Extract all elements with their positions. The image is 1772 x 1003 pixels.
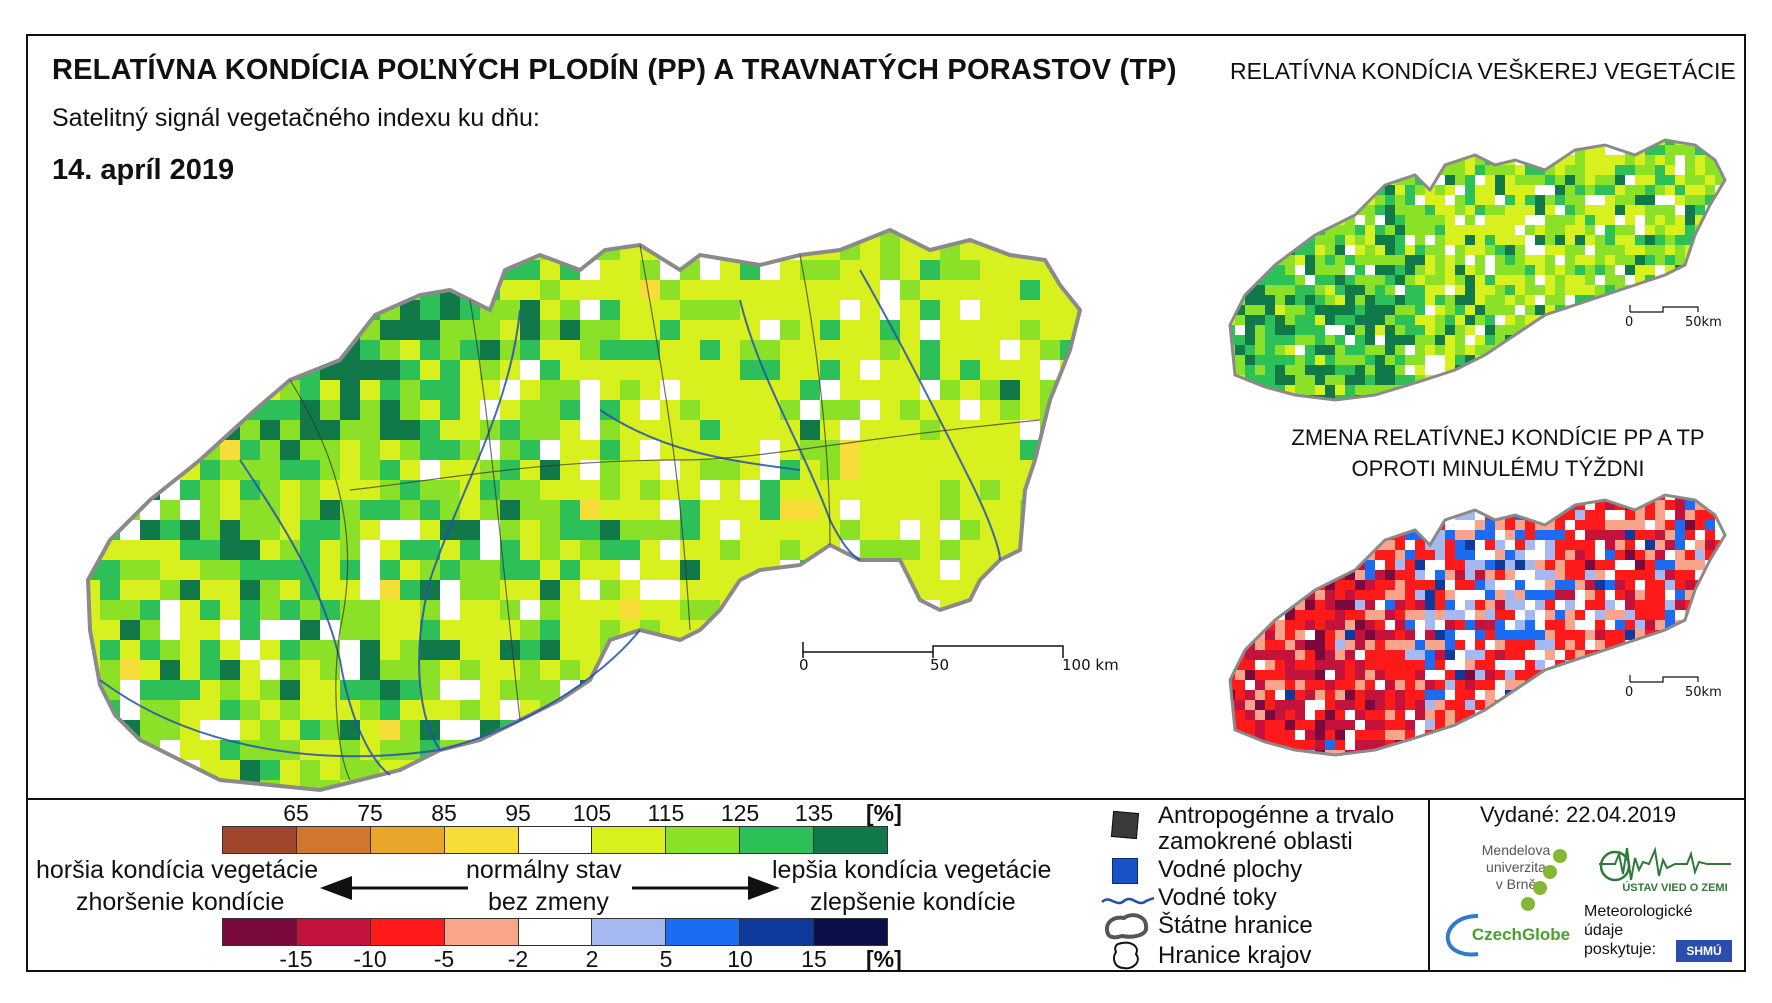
- main-scale-label-100: 100 km: [1062, 656, 1119, 674]
- change-swatch: [370, 919, 445, 945]
- small-scale-label-0-b: 0: [1625, 685, 1634, 700]
- change-swatch: [592, 919, 667, 945]
- condition-swatch: [592, 827, 667, 853]
- map-frame: [26, 34, 1746, 972]
- meteo-line3: poskytuje:: [1584, 941, 1657, 958]
- normal-state-label: normálny stav: [466, 856, 622, 884]
- weekly-change-map: [1228, 493, 1727, 757]
- mendel-line3: v Brně: [1495, 876, 1537, 892]
- worse-condition-label: horšia kondícia vegetácie: [36, 856, 319, 884]
- meteo-line2: údaje: [1584, 922, 1624, 939]
- condition-swatch: [223, 827, 297, 853]
- condition-swatch: [444, 827, 519, 853]
- change-swatch: [296, 919, 371, 945]
- shmu-logo: SHMÚ: [1676, 940, 1732, 962]
- condition-swatch: [518, 827, 593, 853]
- weekly-change-title: ZMENA RELATÍVNEJ KONDÍCIE PP A TP OPROTI…: [1238, 422, 1758, 484]
- change-tick-label: -5: [433, 946, 455, 972]
- mendel-line2: univerzita: [1486, 859, 1546, 875]
- change-tick-label: -10: [353, 946, 387, 972]
- left-arrow-icon: [320, 876, 468, 900]
- change-tick-label: 5: [659, 946, 673, 972]
- mendel-university-logo-text: Mendelova univerzita v Brně: [1466, 842, 1566, 893]
- condition-tick-label: 115: [647, 800, 685, 826]
- change-tick-label: -2: [507, 946, 529, 972]
- anthropogenic-label-2: zamokrené oblasti: [1158, 828, 1353, 855]
- main-scale-bar: [802, 642, 1064, 658]
- condition-tick-label: 125: [720, 800, 760, 826]
- change-color-scale: [222, 918, 888, 946]
- czechglobe-logo: CzechGlobe: [1471, 925, 1571, 944]
- condition-swatch: [740, 827, 815, 853]
- condition-tick-label: 95: [505, 800, 531, 826]
- change-swatch: [223, 919, 297, 945]
- state-border-icon: [1105, 913, 1149, 940]
- meteo-data-label: Meteorologické údaje poskytuje:: [1584, 902, 1693, 959]
- small-scale-label-50-a: 50km: [1685, 315, 1722, 330]
- region-borders-label: Hranice krajov: [1158, 942, 1312, 969]
- condition-tick-label: 65: [283, 800, 309, 826]
- uvz-logo-icon: [1599, 846, 1731, 882]
- change-swatch: [666, 919, 741, 945]
- condition-tick-label: 105: [572, 800, 612, 826]
- weekly-change-title-line1: ZMENA RELATÍVNEJ KONDÍCIE PP A TP: [1291, 425, 1705, 450]
- condition-tick-label: 135: [794, 800, 834, 826]
- mendel-dots-icon: [1521, 849, 1567, 911]
- state-borders-label: Štátne hranice: [1158, 912, 1313, 939]
- change-swatch: [518, 919, 593, 945]
- change-swatch: [740, 919, 815, 945]
- water-area-icon: [1112, 858, 1138, 884]
- czechglobe-arc-icon: [1445, 914, 1479, 957]
- condition-color-scale: [222, 826, 888, 854]
- change-tick-label: -15: [279, 946, 313, 972]
- all-vegetation-title: RELATÍVNA KONDÍCIA VEŠKEREJ VEGETÁCIE: [1230, 58, 1736, 84]
- condition-swatch: [814, 827, 888, 853]
- small-scale-bar-1: [1629, 305, 1699, 313]
- main-scale-label-0: 0: [799, 656, 809, 674]
- issued-date: Vydané: 22.04.2019: [1480, 802, 1677, 827]
- page-title: RELATÍVNA KONDÍCIA POĽNÝCH PLODÍN (PP) A…: [52, 54, 1177, 86]
- date-label: 14. apríl 2019: [52, 154, 235, 186]
- right-arrow-icon: [632, 876, 780, 900]
- uvz-logo-text: ÚSTAV VIED O ZEMI: [1622, 882, 1728, 894]
- small-scale-bar-2: [1629, 675, 1699, 683]
- no-change-label: bez zmeny: [488, 888, 609, 916]
- main-condition-map: [86, 228, 1082, 792]
- better-condition-label: lepšia kondícia vegetácie: [772, 856, 1052, 884]
- mendel-line1: Mendelova: [1481, 842, 1551, 858]
- condition-tick-label: 85: [431, 800, 457, 826]
- anthropogenic-area-icon: [1110, 810, 1140, 840]
- small-scale-label-0-a: 0: [1625, 315, 1634, 330]
- condition-swatch: [370, 827, 445, 853]
- change-tick-label: 15: [801, 946, 827, 972]
- water-areas-label: Vodné plochy: [1158, 856, 1303, 883]
- main-scale-label-50: 50: [930, 656, 950, 674]
- condition-swatch: [666, 827, 741, 853]
- condition-swatch: [296, 827, 371, 853]
- region-border-icon: [1113, 941, 1139, 970]
- change-tick-label: 10: [727, 946, 753, 972]
- legend-divider: [26, 798, 1746, 800]
- condition-tick-label: 75: [357, 800, 383, 826]
- small-scale-label-50-b: 50km: [1685, 685, 1722, 700]
- change-swatch: [814, 919, 888, 945]
- footer-divider: [1428, 798, 1430, 972]
- anthropogenic-label-1: Antropogénne a trvalo: [1158, 802, 1395, 829]
- water-course-icon: [1101, 896, 1155, 905]
- water-courses-label: Vodné toky: [1158, 884, 1277, 911]
- worsening-label: zhoršenie kondície: [76, 888, 285, 916]
- change-unit: [%]: [866, 946, 902, 972]
- meteo-line1: Meteorologické: [1584, 903, 1693, 920]
- subtitle: Satelitný signál vegetačného indexu ku d…: [52, 104, 540, 132]
- change-swatch: [444, 919, 519, 945]
- improvement-label: zlepšenie kondície: [810, 888, 1016, 916]
- change-tick-label: 2: [585, 946, 599, 972]
- condition-unit: [%]: [866, 800, 902, 826]
- weekly-change-title-line2: OPROTI MINULÉMU TÝŽDNI: [1351, 456, 1645, 481]
- all-vegetation-map: [1228, 138, 1727, 402]
